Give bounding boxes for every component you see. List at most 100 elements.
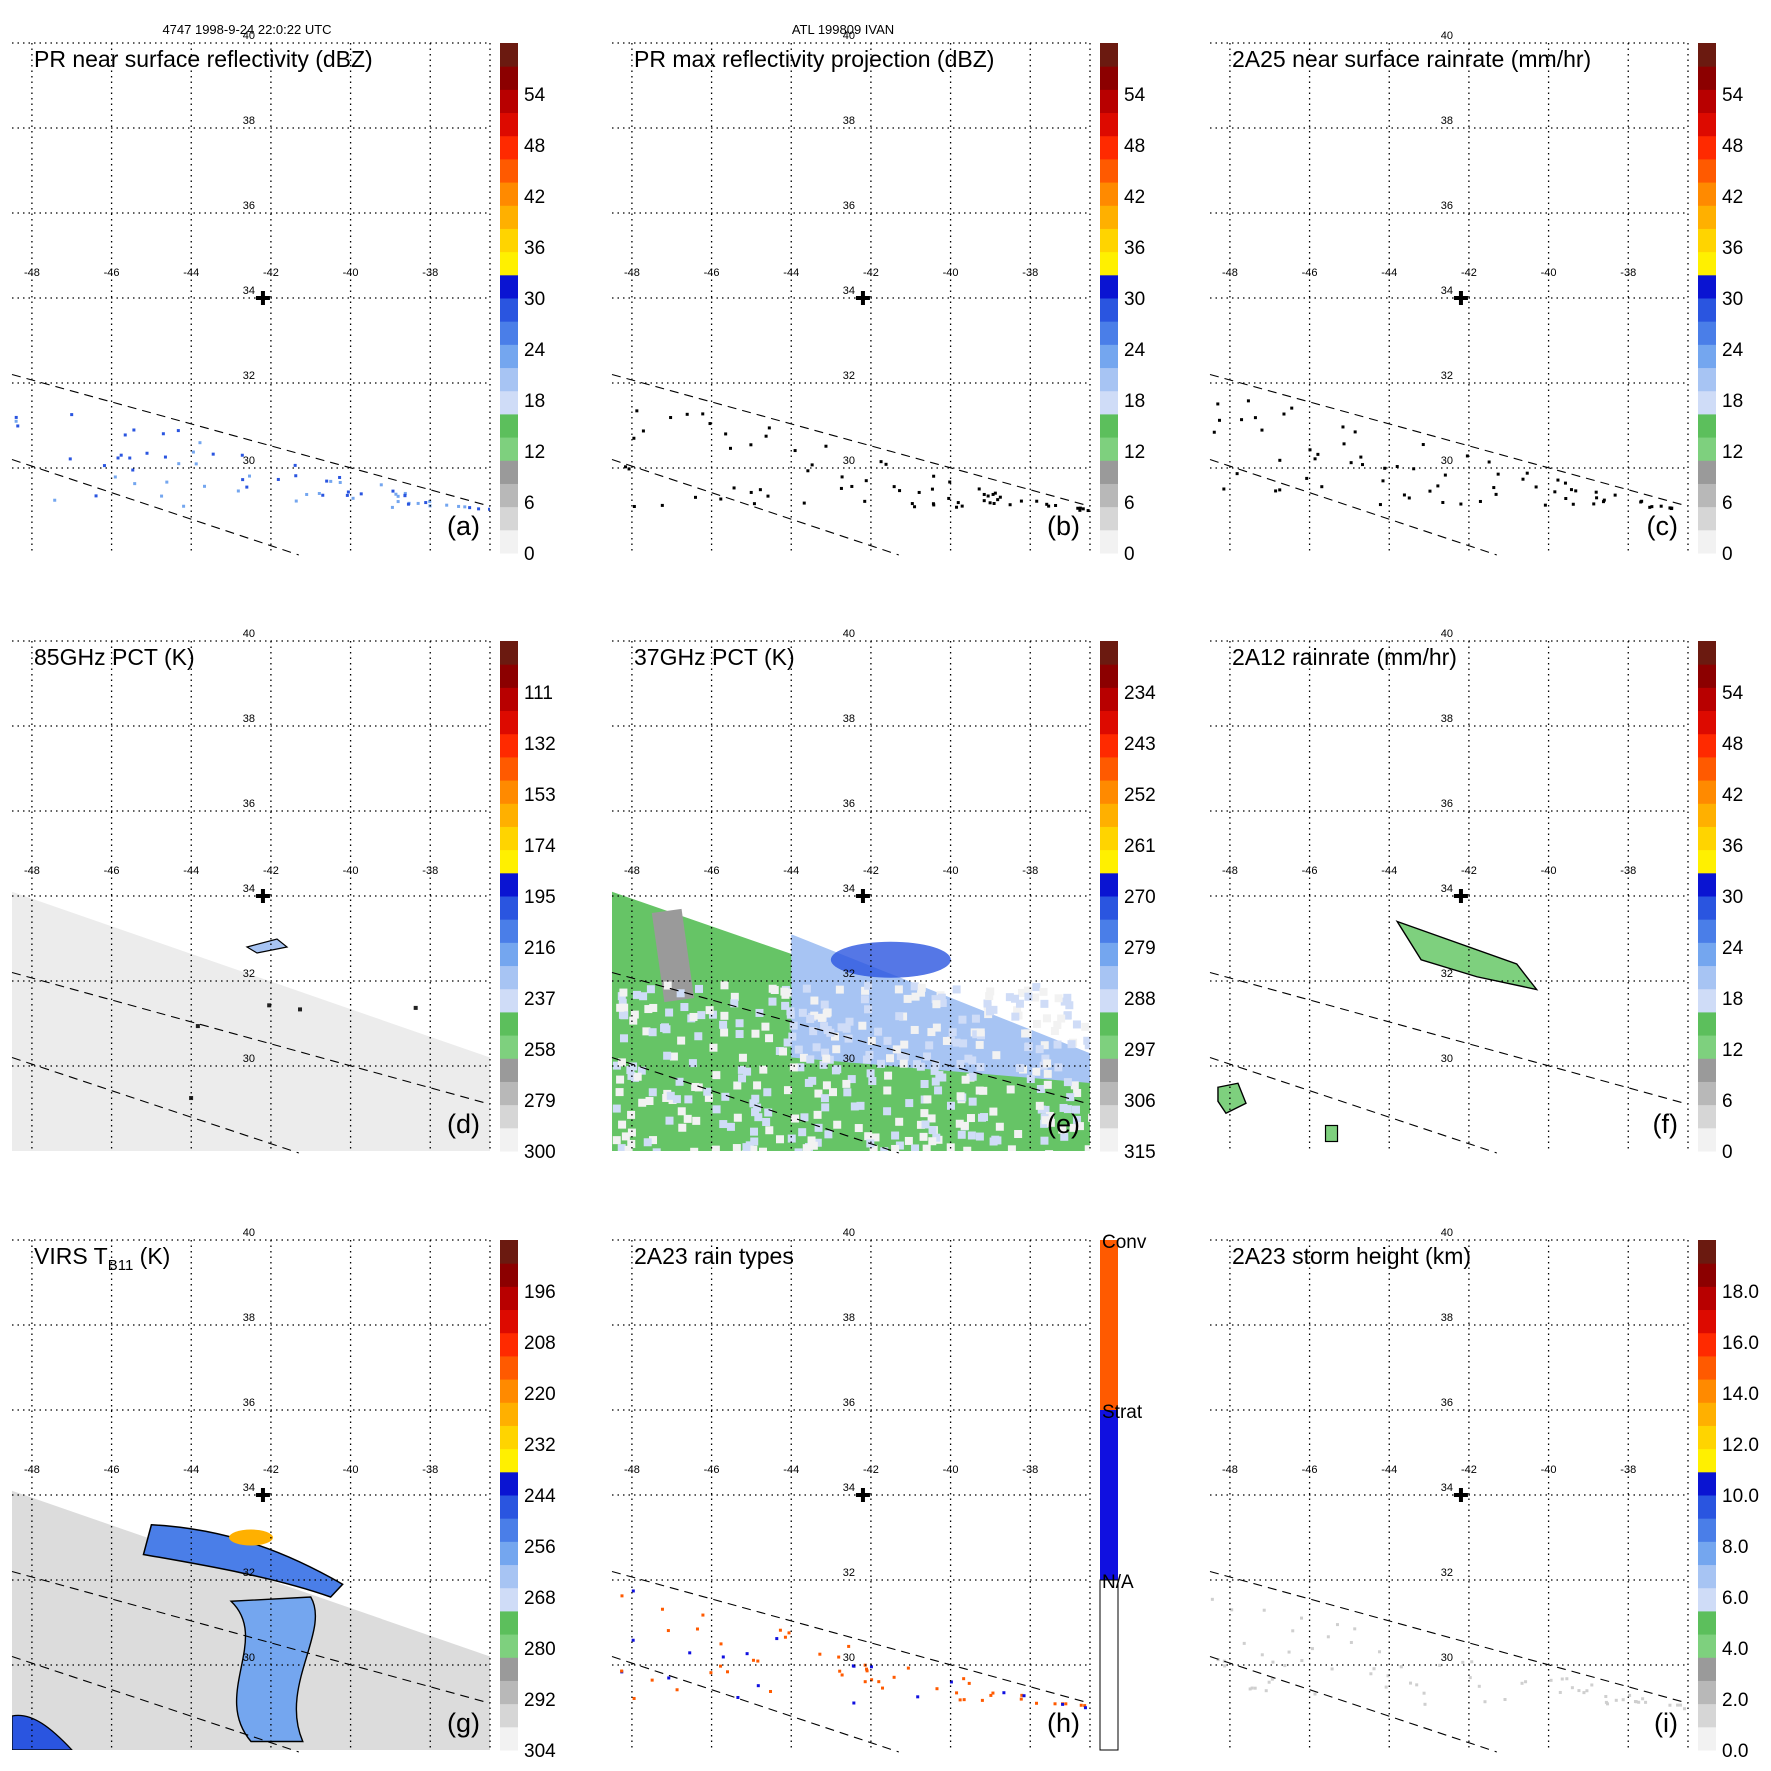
pct-pixel: [637, 1066, 646, 1075]
pct-pixel: [675, 1077, 684, 1086]
lon-tick-label: -40: [943, 267, 959, 279]
pct-pixel: [964, 1054, 973, 1063]
pr-pixel: [1415, 1683, 1419, 1687]
lat-tick-label: 34: [843, 883, 855, 895]
lon-tick-label: -46: [104, 267, 120, 279]
header-orbit-time: 4747 1998-9-24 22:0:22 UTC: [162, 22, 331, 37]
pr-pixel: [198, 441, 202, 445]
colorbar-segment: [1698, 1703, 1716, 1728]
pr-pixel: [396, 500, 400, 504]
colorbar-segment: [500, 803, 518, 827]
pct-pixel: [899, 1059, 908, 1068]
colorbar-segment: [1698, 1286, 1716, 1311]
pct-pixel: [886, 1054, 895, 1063]
colorbar-segment: [500, 1518, 518, 1542]
pr-pixel: [719, 1642, 723, 1646]
pr-pixel: [1349, 1640, 1353, 1644]
pr-pixel: [955, 1691, 959, 1695]
pct-pixel: [1050, 1026, 1059, 1035]
rain-area: [1324, 1124, 1339, 1143]
pr-pixel: [1556, 478, 1560, 482]
pr-pixel: [1595, 496, 1599, 500]
colorbar-segment: [500, 274, 518, 299]
swath-edge-south: [11, 1056, 299, 1154]
colorbar-segment: [1100, 780, 1118, 804]
pct-pixel: [1059, 1103, 1068, 1112]
pr-pixel: [986, 494, 990, 498]
pct-pixel: [798, 1128, 807, 1137]
pct-pixel: [807, 1136, 816, 1145]
lat-tick-label: 36: [243, 200, 255, 212]
panel-field-a: [14, 413, 490, 511]
pr-pixel: [1342, 442, 1346, 446]
panel-label: (i): [1654, 1708, 1678, 1738]
pct-pixel: [666, 1091, 675, 1100]
colorbar-label: 18: [1722, 989, 1743, 1010]
swath-edge-north: [611, 971, 1091, 1105]
pr-pixel: [824, 444, 828, 448]
pr-pixel: [203, 484, 207, 488]
lon-tick-label: -42: [1461, 1464, 1477, 1476]
pct-pixel: [922, 1144, 931, 1151]
lon-tick-label: -40: [343, 1464, 359, 1476]
colorbar-segment: [500, 1610, 518, 1635]
pr-pixel: [767, 426, 771, 430]
lat-tick-label: 32: [843, 968, 855, 980]
pr-pixel: [881, 1686, 885, 1690]
panel-label: (h): [1047, 1708, 1080, 1738]
pct-pixel: [789, 1063, 798, 1072]
lat-tick-label: 32: [1441, 968, 1453, 980]
pct-pixel: [1035, 1101, 1044, 1110]
colorbar-label: 4.0: [1722, 1639, 1748, 1660]
pr-pixel: [1594, 490, 1598, 494]
colorbar-segment: [1100, 1127, 1118, 1152]
pct-pixel: [802, 984, 811, 993]
pct-pixel: [617, 1144, 626, 1151]
pr-pixel: [406, 502, 410, 506]
colorbar-label: 243: [1124, 734, 1156, 755]
storm-center-marker: [855, 1488, 870, 1502]
pr-pixel: [949, 1680, 953, 1684]
colorbar-label: 6: [1722, 493, 1733, 514]
pct-pixel: [794, 1045, 803, 1054]
pr-pixel: [1053, 1702, 1057, 1706]
pct-pixel: [749, 1099, 758, 1108]
pr-pixel: [977, 487, 981, 491]
pct-pixel: [794, 1148, 803, 1151]
pct-pixel: [639, 992, 648, 1001]
pct-pixel: [1057, 1014, 1066, 1023]
lon-tick-label: -42: [863, 1464, 879, 1476]
pct-pixel: [780, 987, 789, 996]
pct-pixel: [615, 1088, 624, 1097]
lon-tick-label: -38: [1022, 1464, 1038, 1476]
lat-tick-label: 36: [243, 1397, 255, 1409]
colorbar-segment: [1698, 205, 1716, 229]
colorbar-segment: [500, 437, 518, 461]
pr-pixel: [1086, 509, 1090, 513]
colorbar-segment: [500, 1035, 518, 1059]
colorbar-segment: [500, 1564, 518, 1589]
pct-pixel: [1083, 1036, 1090, 1045]
colorbar-label: 24: [1722, 938, 1744, 959]
pct-pixel: [750, 1127, 759, 1136]
pct-pixel: [1035, 1045, 1044, 1054]
rain-area: [1217, 1082, 1247, 1115]
pr-pixel: [1242, 1641, 1246, 1645]
pr-pixel: [177, 462, 181, 466]
lon-tick-label: -38: [1620, 267, 1636, 279]
lat-tick-label: 40: [1441, 628, 1453, 640]
pct-pixel: [956, 1092, 965, 1101]
colorbar-label: 288: [1124, 989, 1156, 1010]
pct-pixel: [719, 1120, 728, 1129]
pct-pixel: [1054, 994, 1063, 1003]
panel-title: VIRS TB11 (K): [34, 1243, 170, 1274]
swath-area: [12, 891, 490, 1151]
colorbar-segment: [1698, 756, 1716, 781]
pct-pixel: [1031, 993, 1040, 1002]
pr-pixel: [445, 503, 449, 507]
colorbar-label: 256: [524, 1537, 556, 1558]
panel-g: -48 -46 -44 -42 -40 -38 40 38 36 34 32 30 VIRS TB11 …: [11, 1227, 556, 1762]
pct-pixel: [616, 1003, 625, 1012]
pr-pixel: [1081, 507, 1085, 511]
pct-pixel: [730, 999, 739, 1008]
